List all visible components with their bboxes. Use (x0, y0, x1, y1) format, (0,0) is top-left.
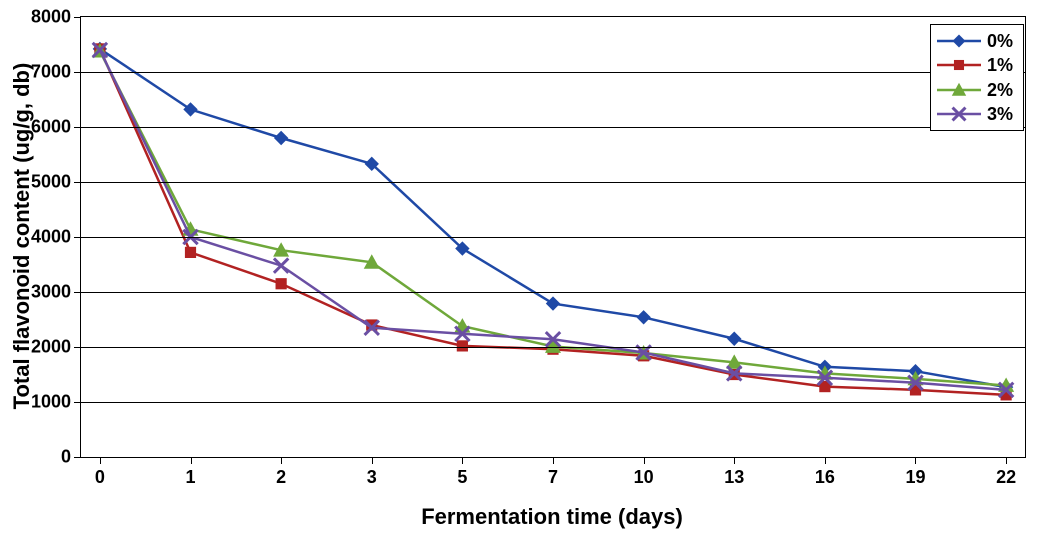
flavonoid-chart: 0 1000 2000 3000 4000 5000 6000 7000 8000 0 1 2 3 5 7 1… (0, 0, 1048, 553)
legend-item: 2% (937, 78, 1013, 102)
legend-label: 2% (987, 78, 1013, 102)
gridline (81, 292, 1025, 293)
legend-label: 3% (987, 102, 1013, 126)
legend-label: 0% (987, 29, 1013, 53)
plot-area: 0100020003000400050006000700080000123571… (80, 16, 1026, 458)
legend-swatch (937, 56, 981, 74)
series-marker (454, 318, 470, 332)
x-tick-label: 13 (724, 457, 744, 488)
x-tick-label: 0 (95, 457, 105, 488)
series-marker (274, 258, 288, 272)
legend-item: 1% (937, 53, 1013, 77)
y-tick-label: 6000 (31, 117, 81, 138)
x-tick-label: 7 (548, 457, 558, 488)
y-tick-label: 4000 (31, 227, 81, 248)
x-tick-label: 16 (815, 457, 835, 488)
y-tick-label: 2000 (31, 337, 81, 358)
series-marker (727, 332, 741, 346)
series-line (100, 49, 1006, 387)
legend-swatch (937, 105, 981, 123)
x-tick-label: 3 (367, 457, 377, 488)
legend-item: 0% (937, 29, 1013, 53)
legend-swatch (937, 81, 981, 99)
gridline (81, 182, 1025, 183)
series-marker (636, 310, 650, 324)
series-line (100, 51, 1006, 385)
gridline (81, 127, 1025, 128)
y-axis-title: Total flavonoid content (ug/g, db) (9, 63, 35, 410)
y-tick-label: 0 (61, 447, 81, 468)
x-tick-label: 2 (276, 457, 286, 488)
series-marker (276, 278, 287, 289)
gridline (81, 347, 1025, 348)
series-marker (274, 131, 288, 145)
y-tick-label: 3000 (31, 282, 81, 303)
x-tick-label: 5 (457, 457, 467, 488)
gridline (81, 237, 1025, 238)
series-marker (183, 102, 197, 116)
legend-swatch (937, 32, 981, 50)
y-tick-label: 1000 (31, 392, 81, 413)
legend: 0%1%2%3% (930, 24, 1024, 131)
x-tick-label: 19 (905, 457, 925, 488)
y-tick-label: 8000 (31, 7, 81, 28)
y-tick-label: 5000 (31, 172, 81, 193)
x-tick-label: 22 (996, 457, 1016, 488)
x-axis-title: Fermentation time (days) (421, 504, 683, 530)
legend-label: 1% (987, 53, 1013, 77)
gridline (81, 72, 1025, 73)
series-marker (546, 296, 560, 310)
legend-item: 3% (937, 102, 1013, 126)
y-tick-label: 7000 (31, 62, 81, 83)
gridline (81, 402, 1025, 403)
x-tick-label: 10 (634, 457, 654, 488)
series-marker (457, 340, 468, 351)
series-marker (185, 247, 196, 258)
x-tick-label: 1 (185, 457, 195, 488)
